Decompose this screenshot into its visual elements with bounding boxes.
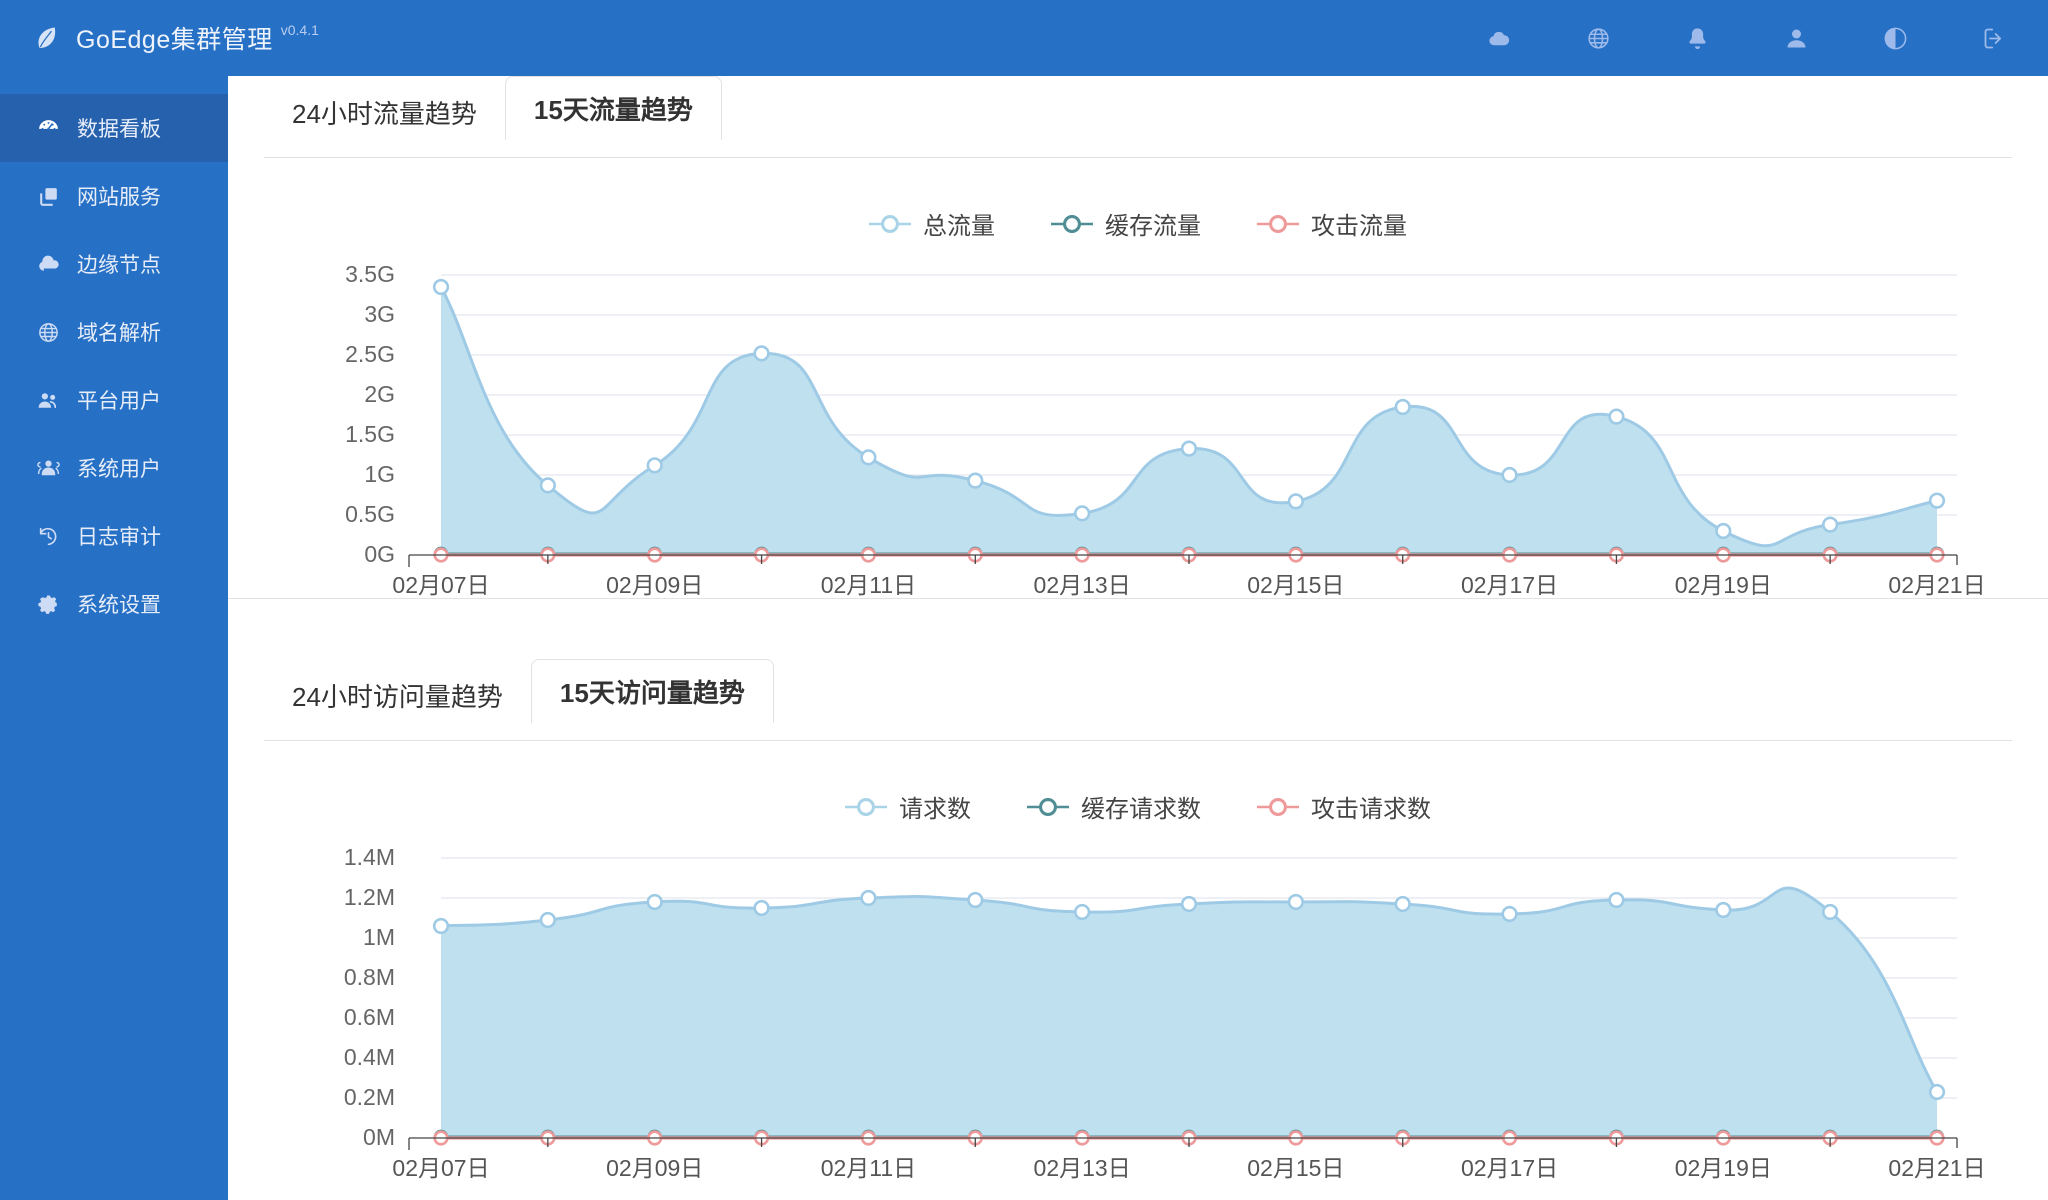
svg-text:1.2M: 1.2M: [344, 884, 395, 910]
svg-text:1.4M: 1.4M: [344, 844, 395, 870]
svg-text:02月07日: 02月07日: [392, 1155, 489, 1181]
svg-text:02月19日: 02月19日: [1675, 1155, 1772, 1181]
svg-text:1M: 1M: [363, 924, 395, 950]
svg-text:0.8M: 0.8M: [344, 964, 395, 990]
svg-text:02月19日: 02月19日: [1675, 572, 1772, 598]
svg-text:02月15日: 02月15日: [1247, 572, 1344, 598]
svg-text:0.6M: 0.6M: [344, 1004, 395, 1030]
svg-text:02月09日: 02月09日: [606, 572, 703, 598]
svg-text:3G: 3G: [364, 301, 395, 327]
svg-text:1.5G: 1.5G: [345, 421, 395, 447]
svg-text:02月13日: 02月13日: [1034, 572, 1131, 598]
svg-text:02月07日: 02月07日: [392, 572, 489, 598]
svg-text:02月11日: 02月11日: [821, 572, 916, 598]
svg-text:0.4M: 0.4M: [344, 1044, 395, 1070]
svg-text:02月15日: 02月15日: [1247, 1155, 1344, 1181]
svg-text:02月21日: 02月21日: [1888, 572, 1985, 598]
svg-text:0G: 0G: [364, 541, 395, 567]
svg-text:2G: 2G: [364, 381, 395, 407]
svg-text:0.2M: 0.2M: [344, 1084, 395, 1110]
svg-text:02月21日: 02月21日: [1888, 1155, 1985, 1181]
svg-text:02月09日: 02月09日: [606, 1155, 703, 1181]
svg-text:0.5G: 0.5G: [345, 501, 395, 527]
svg-text:1G: 1G: [364, 461, 395, 487]
svg-text:0M: 0M: [363, 1124, 395, 1150]
svg-text:02月13日: 02月13日: [1034, 1155, 1131, 1181]
svg-text:02月17日: 02月17日: [1461, 1155, 1558, 1181]
svg-text:02月11日: 02月11日: [821, 1155, 916, 1181]
svg-text:3.5G: 3.5G: [345, 261, 395, 287]
svg-text:02月17日: 02月17日: [1461, 572, 1558, 598]
svg-text:2.5G: 2.5G: [345, 341, 395, 367]
